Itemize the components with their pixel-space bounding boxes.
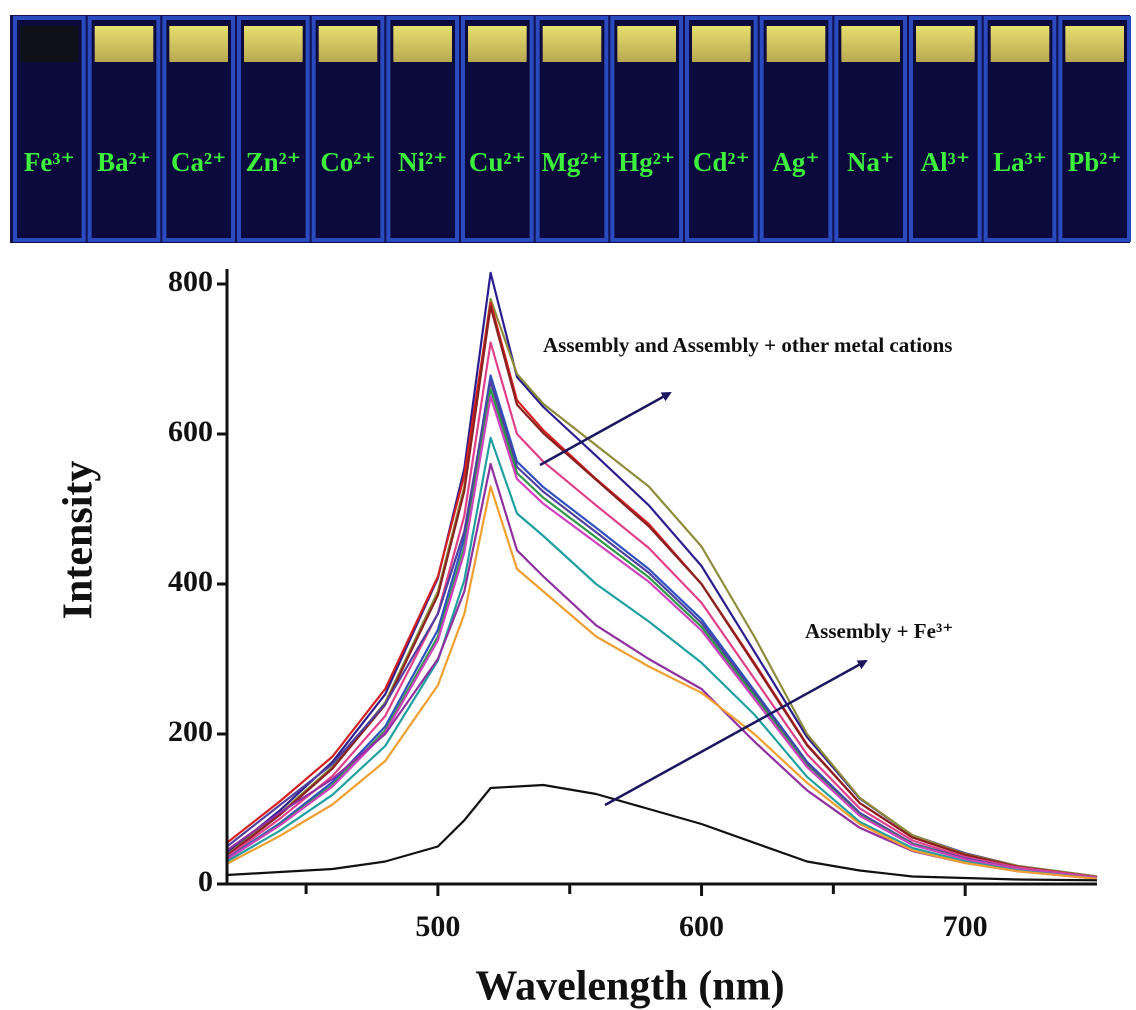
spectrum-line xyxy=(226,271,1098,878)
y-tick-label: 800 xyxy=(168,265,213,298)
photo-label: Pb²⁺ xyxy=(1068,147,1122,177)
plot: 0 200 400 600 800 500 600 700 xyxy=(168,265,1098,943)
arrow xyxy=(539,391,672,467)
spectrum-line xyxy=(226,341,1098,879)
photo-label: La³⁺ xyxy=(993,147,1047,177)
y-tick-label: 400 xyxy=(168,565,213,598)
spectrum-line xyxy=(226,462,1098,880)
photo-label: Zn²⁺ xyxy=(246,147,301,177)
cuvette-top xyxy=(542,26,602,62)
spectrum-line xyxy=(226,436,1098,880)
photo-label: Al³⁺ xyxy=(921,147,970,177)
x-tick-label: 500 xyxy=(415,910,460,943)
photo-label: Ba²⁺ xyxy=(97,147,151,177)
spectrum-line xyxy=(226,783,1098,882)
x-tick-label: 600 xyxy=(679,910,724,943)
cuvette-top xyxy=(990,26,1050,62)
photo-label: Cd²⁺ xyxy=(693,147,750,177)
cuvette-top xyxy=(617,26,676,62)
photo-label: Ni²⁺ xyxy=(398,147,447,177)
arrow xyxy=(604,659,868,807)
spectrum-line xyxy=(226,380,1098,880)
photo-label: Co²⁺ xyxy=(320,147,375,177)
cuvette-top xyxy=(393,26,452,62)
cuvette-top xyxy=(94,26,154,62)
spectrum-line xyxy=(226,387,1098,880)
cuvette-top xyxy=(841,26,900,62)
photo-label: Cu²⁺ xyxy=(469,147,526,177)
photo-label: Mg²⁺ xyxy=(541,147,602,177)
photo-label: Na⁺ xyxy=(847,147,894,177)
spectrum-line xyxy=(226,305,1098,879)
photo-label: Hg²⁺ xyxy=(618,147,675,177)
cuvette-top xyxy=(1065,26,1124,62)
y-axis-title: Intensity xyxy=(56,461,102,620)
x-tick-label: 700 xyxy=(943,910,988,943)
cuvette-top xyxy=(244,26,303,62)
y-tick-label: 600 xyxy=(168,415,213,448)
cuvette-top xyxy=(766,26,826,62)
spectrum-line xyxy=(226,297,1098,878)
cuvette-top xyxy=(318,26,378,62)
cuvette-top xyxy=(916,26,975,62)
spectrum-line xyxy=(226,395,1098,880)
photo-label: Fe³⁺ xyxy=(24,147,75,177)
cuvette-top xyxy=(20,26,79,62)
y-tick-label: 0 xyxy=(198,865,213,898)
photo: Fe³⁺ Ba²⁺ Ca²⁺ Zn²⁺ Co²⁺ Ni²⁺ Cu²⁺ Mg²⁺ Hg²⁺ Cd²⁺… xyxy=(13,16,1132,242)
annotation: Assembly and Assembly + other metal cati… xyxy=(543,333,952,357)
photo-label: Ca²⁺ xyxy=(171,147,226,177)
y-tick-label: 200 xyxy=(168,715,213,748)
cuvette-top xyxy=(169,26,228,62)
cuvette-top xyxy=(692,26,751,62)
spectrum-line xyxy=(226,374,1098,880)
spectrum-line xyxy=(226,485,1098,880)
cuvette-top xyxy=(468,26,527,62)
x-axis-title: Wavelength (nm) xyxy=(475,964,784,1010)
annotation: Assembly + Fe³⁺ xyxy=(805,619,953,643)
photo-label: Ag⁺ xyxy=(772,147,819,177)
